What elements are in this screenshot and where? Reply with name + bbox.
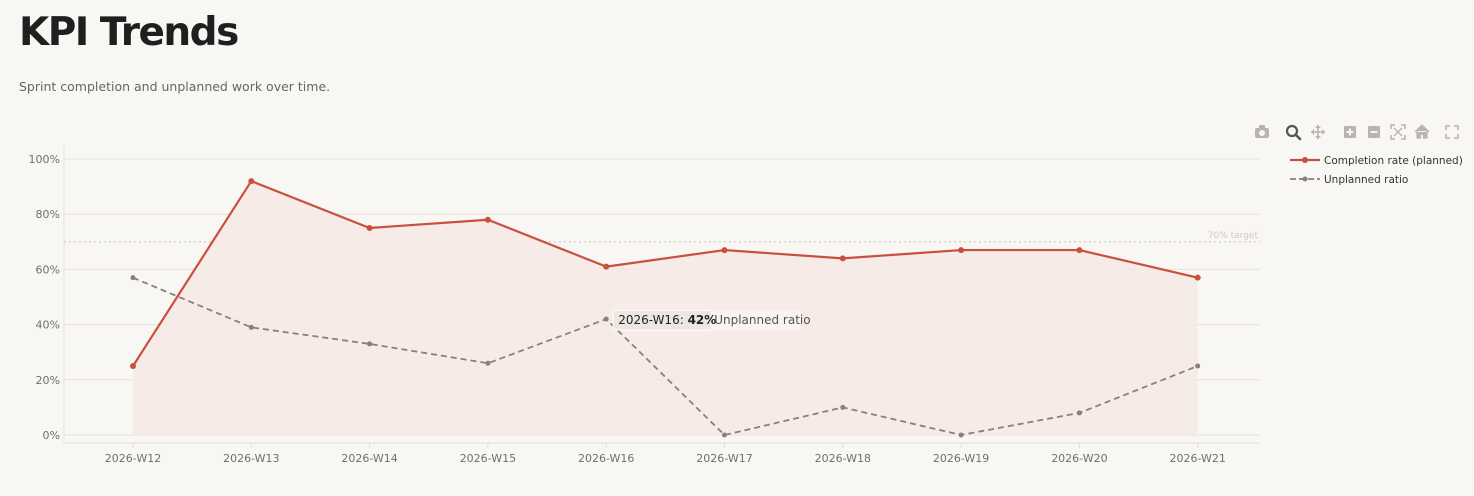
completion-point[interactable]: [721, 247, 728, 254]
completion-point[interactable]: [1076, 247, 1083, 254]
fullscreen-icon[interactable]: [1445, 125, 1459, 139]
home-icon[interactable]: [1414, 124, 1430, 139]
zoom-in-icon[interactable]: [1344, 126, 1356, 138]
x-tick-label: 2026-W17: [696, 452, 752, 465]
y-tick-label: 80%: [36, 208, 60, 221]
plot-area[interactable]: 70% target: [64, 178, 1260, 438]
tooltip-value: 2026-W16: 42%: [618, 313, 716, 327]
y-tick-label: 0%: [43, 429, 60, 442]
y-tick-label: 60%: [36, 263, 60, 276]
page-subtitle: Sprint completion and unplanned work ove…: [19, 79, 331, 94]
unplanned-line[interactable]: [132, 276, 1199, 436]
legend-label: Completion rate (planned): [1324, 155, 1463, 167]
hover-tooltip: 2026-W16: 42%Unplanned ratio: [612, 309, 811, 331]
unplanned-point[interactable]: [1195, 363, 1201, 369]
completion-point[interactable]: [248, 178, 255, 185]
y-tick-label: 20%: [36, 374, 60, 387]
legend-item-completion[interactable]: Completion rate (planned): [1290, 155, 1463, 167]
x-tick-label: 2026-W14: [341, 452, 397, 465]
unplanned-point[interactable]: [603, 316, 609, 322]
completion-line[interactable]: [132, 179, 1198, 367]
y-tick-label: 40%: [36, 319, 60, 332]
unplanned-point[interactable]: [1076, 410, 1082, 416]
x-tick-label: 2026-W16: [578, 452, 634, 465]
unplanned-point[interactable]: [367, 341, 373, 347]
chart-legend[interactable]: Completion rate (planned) Unplanned ratio: [1290, 155, 1463, 186]
legend-swatch-marker: [1302, 157, 1308, 163]
x-tick-label: 2026-W18: [815, 452, 871, 465]
chart-modebar: [1255, 124, 1459, 141]
tooltip-category: 2026-W16:: [618, 313, 687, 327]
camera-top: [1259, 125, 1265, 129]
unplanned-point[interactable]: [958, 432, 964, 438]
tooltip-series-name: Unplanned ratio: [714, 313, 810, 327]
fullscreen-corners: [1445, 125, 1459, 139]
legend-label: Unplanned ratio: [1324, 174, 1408, 186]
x-axis: 2026-W12 2026-W13 2026-W14 2026-W15 2026-W16…: [105, 443, 1226, 465]
completion-point[interactable]: [958, 247, 965, 254]
completion-area-fill: [133, 181, 1198, 435]
autoscale-icon[interactable]: [1390, 124, 1406, 140]
pan-arrows: [1311, 125, 1325, 139]
tooltip-number: 42%: [688, 313, 717, 327]
target-label: 70% target: [1208, 231, 1259, 241]
completion-point[interactable]: [366, 225, 373, 231]
zoom-handle: [1294, 133, 1302, 141]
completion-point[interactable]: [839, 255, 846, 262]
y-axis: 0% 20% 40% 60% 80% 100%: [29, 153, 60, 442]
unplanned-point[interactable]: [248, 324, 254, 330]
x-tick-label: 2026-W19: [933, 452, 989, 465]
zoom-lens: [1285, 124, 1299, 138]
legend-swatch-marker: [1302, 176, 1308, 182]
y-tick-label: 100%: [29, 153, 60, 166]
pan-icon[interactable]: [1311, 125, 1325, 139]
zoom-out-icon[interactable]: [1368, 126, 1380, 138]
x-tick-label: 2026-W12: [105, 452, 161, 465]
legend-item-unplanned[interactable]: Unplanned ratio: [1290, 174, 1408, 186]
x-tick-label: 2026-W21: [1169, 452, 1225, 465]
camera-lens: [1259, 130, 1265, 136]
completion-point[interactable]: [484, 216, 491, 223]
completion-point[interactable]: [603, 263, 610, 270]
completion-point[interactable]: [1194, 274, 1201, 281]
unplanned-point[interactable]: [485, 360, 491, 366]
zoom-icon[interactable]: [1285, 124, 1302, 141]
unplanned-point[interactable]: [840, 404, 846, 410]
x-tick-label: 2026-W20: [1051, 452, 1107, 465]
unplanned-point[interactable]: [722, 432, 727, 438]
unplanned-point[interactable]: [130, 275, 136, 281]
completion-point[interactable]: [130, 363, 136, 369]
tooltip-name-box: [711, 310, 802, 331]
autoscale-cross: [1393, 127, 1403, 137]
home-shape: [1414, 124, 1430, 139]
page-title: KPI Trends: [19, 10, 239, 55]
x-tick-label: 2026-W13: [223, 452, 279, 465]
x-tick-label: 2026-W15: [460, 452, 516, 465]
camera-icon[interactable]: [1255, 125, 1269, 138]
autoscale-corners: [1390, 124, 1406, 140]
